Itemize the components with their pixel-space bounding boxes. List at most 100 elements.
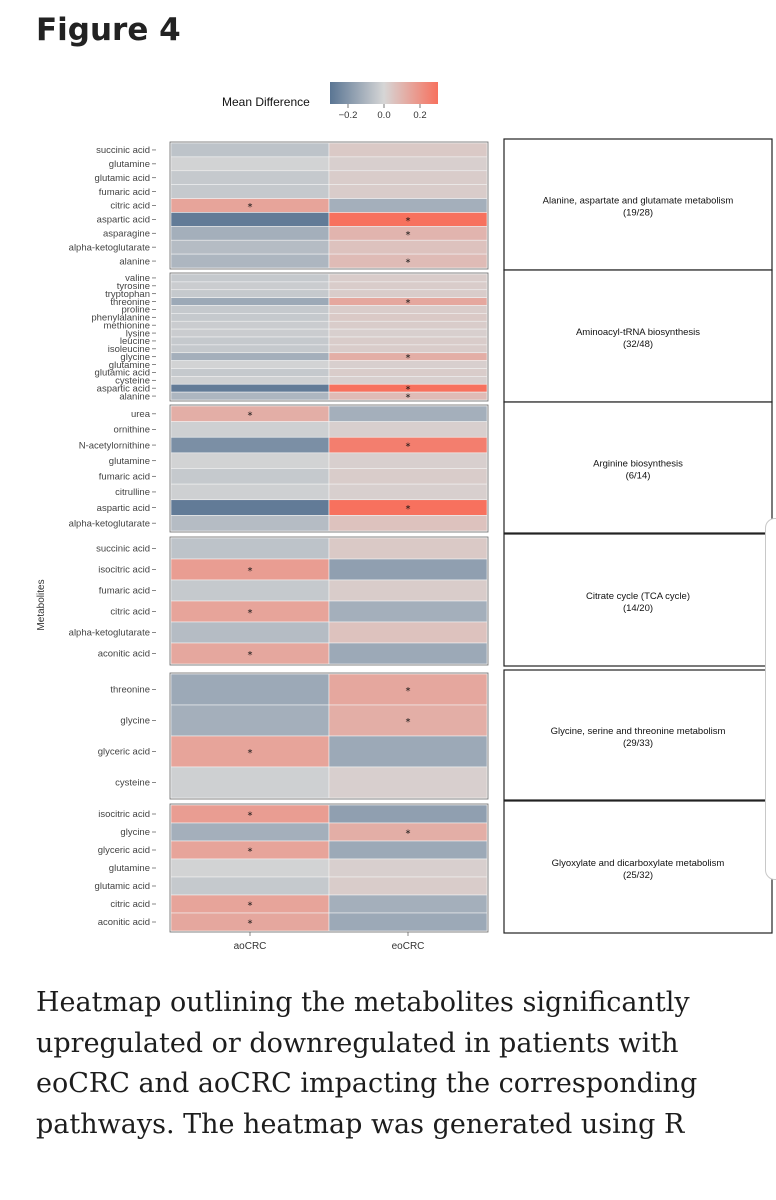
metabolite-label: alanine	[119, 256, 150, 267]
metabolite-label: leucine	[120, 336, 150, 347]
metabolite-label: citric acid	[110, 899, 150, 910]
heatmap-cell	[170, 376, 330, 385]
heatmap-cell	[328, 621, 488, 644]
significance-star: *	[248, 811, 253, 822]
legend: Mean Difference −0.2 0.0 0.2	[222, 82, 438, 121]
heatmap-cell	[170, 421, 330, 438]
heatmap-cell	[170, 253, 330, 269]
panel-frame	[169, 141, 489, 270]
heatmap-cell	[170, 313, 330, 322]
heatmap-cell	[328, 515, 488, 532]
heatmap-cell	[170, 305, 330, 314]
heatmap-cell	[328, 735, 488, 768]
pathway-name: Aminoacyl-tRNA biosynthesis	[576, 327, 700, 338]
heatmap-cell	[170, 360, 330, 369]
pathway-panel: succinic acid glutamine glutamic acid fumar…	[69, 138, 773, 271]
heatmap-cell	[328, 673, 488, 706]
heatmap-cell	[170, 766, 330, 799]
metabolite-label: glutamine	[109, 159, 150, 170]
pathway-count: (19/28)	[623, 208, 653, 219]
heatmap-cell	[170, 858, 330, 878]
metabolite-label: N-acetylornithine	[79, 440, 150, 451]
x-tick-label: aoCRC	[234, 941, 267, 952]
heatmap-cell	[328, 170, 488, 185]
heatmap-cell	[328, 336, 488, 346]
metabolite-label: glutamine	[109, 456, 150, 467]
metabolite-label: aspartic acid	[97, 503, 150, 514]
metabolite-label: valine	[125, 273, 150, 284]
heatmap-cell	[328, 198, 488, 213]
heatmap-cell	[170, 297, 330, 306]
significance-star: *	[248, 410, 253, 421]
heatmap-cell	[328, 421, 488, 438]
y-axis-label: Metabolites	[36, 579, 47, 630]
heatmap-cell	[328, 360, 488, 369]
heatmap-cell	[328, 452, 488, 469]
heatmap-cell	[170, 281, 330, 291]
heatmap-cell	[328, 305, 488, 314]
scroll-handle[interactable]	[765, 518, 776, 880]
metabolite-label: glutamic acid	[95, 881, 150, 892]
pathway-box	[503, 269, 773, 403]
heatmap-cell	[170, 537, 330, 560]
metabolite-label: urea	[131, 409, 151, 420]
metabolite-label: tryptophan	[105, 289, 150, 300]
metabolite-label: glutamine	[109, 863, 150, 874]
metabolite-label: fumaric acid	[99, 586, 150, 597]
metabolite-label: alpha-ketoglutarate	[69, 628, 150, 639]
pathway-count: (32/48)	[623, 339, 653, 350]
heatmap-cell	[170, 436, 330, 454]
significance-star: *	[406, 258, 411, 269]
panel-frame	[169, 803, 489, 933]
heatmap-cell	[170, 515, 330, 532]
heatmap-cell	[170, 142, 330, 158]
metabolite-label: glyceric acid	[98, 747, 150, 758]
metabolite-label: alanine	[119, 391, 150, 402]
significance-star: *	[248, 847, 253, 858]
metabolite-label: tyrosine	[117, 281, 150, 292]
heatmap-cell	[170, 239, 330, 255]
metabolite-label: glycine	[120, 716, 150, 727]
legend-colorbar	[330, 82, 438, 104]
pathway-name: Arginine biosynthesis	[593, 459, 683, 470]
heatmap-cell	[170, 621, 330, 644]
metabolite-label: fumaric acid	[99, 472, 150, 483]
heatmap-cell	[328, 368, 488, 377]
significance-star: *	[406, 385, 411, 396]
metabolite-label: ornithine	[114, 425, 150, 436]
heatmap-cell	[328, 894, 488, 914]
panel-frame	[169, 536, 489, 666]
metabolite-label: glutamic acid	[95, 173, 150, 184]
heatmap-cell	[170, 289, 330, 298]
metabolite-label: proline	[121, 305, 150, 316]
heatmap-cell	[328, 642, 488, 665]
heatmap-cell	[170, 212, 330, 227]
heatmap-cell	[170, 499, 330, 516]
heatmap-cell	[328, 483, 488, 501]
significance-star: *	[406, 829, 411, 840]
significance-star: *	[406, 353, 411, 364]
metabolite-label: aspartic acid	[97, 383, 150, 394]
pathway-panel: threonine * glycine * glyceric acid * cysteine…	[98, 669, 773, 801]
heatmap-cell	[328, 289, 488, 298]
heatmap-cell	[170, 352, 330, 361]
significance-star: *	[406, 442, 411, 453]
significance-star: *	[248, 608, 253, 619]
panel-frame	[169, 272, 489, 402]
metabolite-label: citrulline	[115, 487, 150, 498]
heatmap-cell	[328, 468, 488, 485]
metabolite-label: glycine	[120, 827, 150, 838]
heatmap-cell	[328, 391, 488, 401]
significance-star: *	[248, 566, 253, 577]
significance-star: *	[406, 298, 411, 309]
legend-tick-label: 0.2	[413, 110, 426, 121]
heatmap-cell	[328, 184, 488, 199]
figure-caption: Heatmap outlining the metabolites signif…	[36, 987, 698, 1140]
pathway-box	[503, 533, 773, 667]
heatmap-cell	[170, 156, 330, 172]
heatmap-cell	[328, 840, 488, 860]
metabolite-label: isoleucine	[108, 344, 150, 355]
pathway-count: (25/32)	[623, 870, 653, 881]
